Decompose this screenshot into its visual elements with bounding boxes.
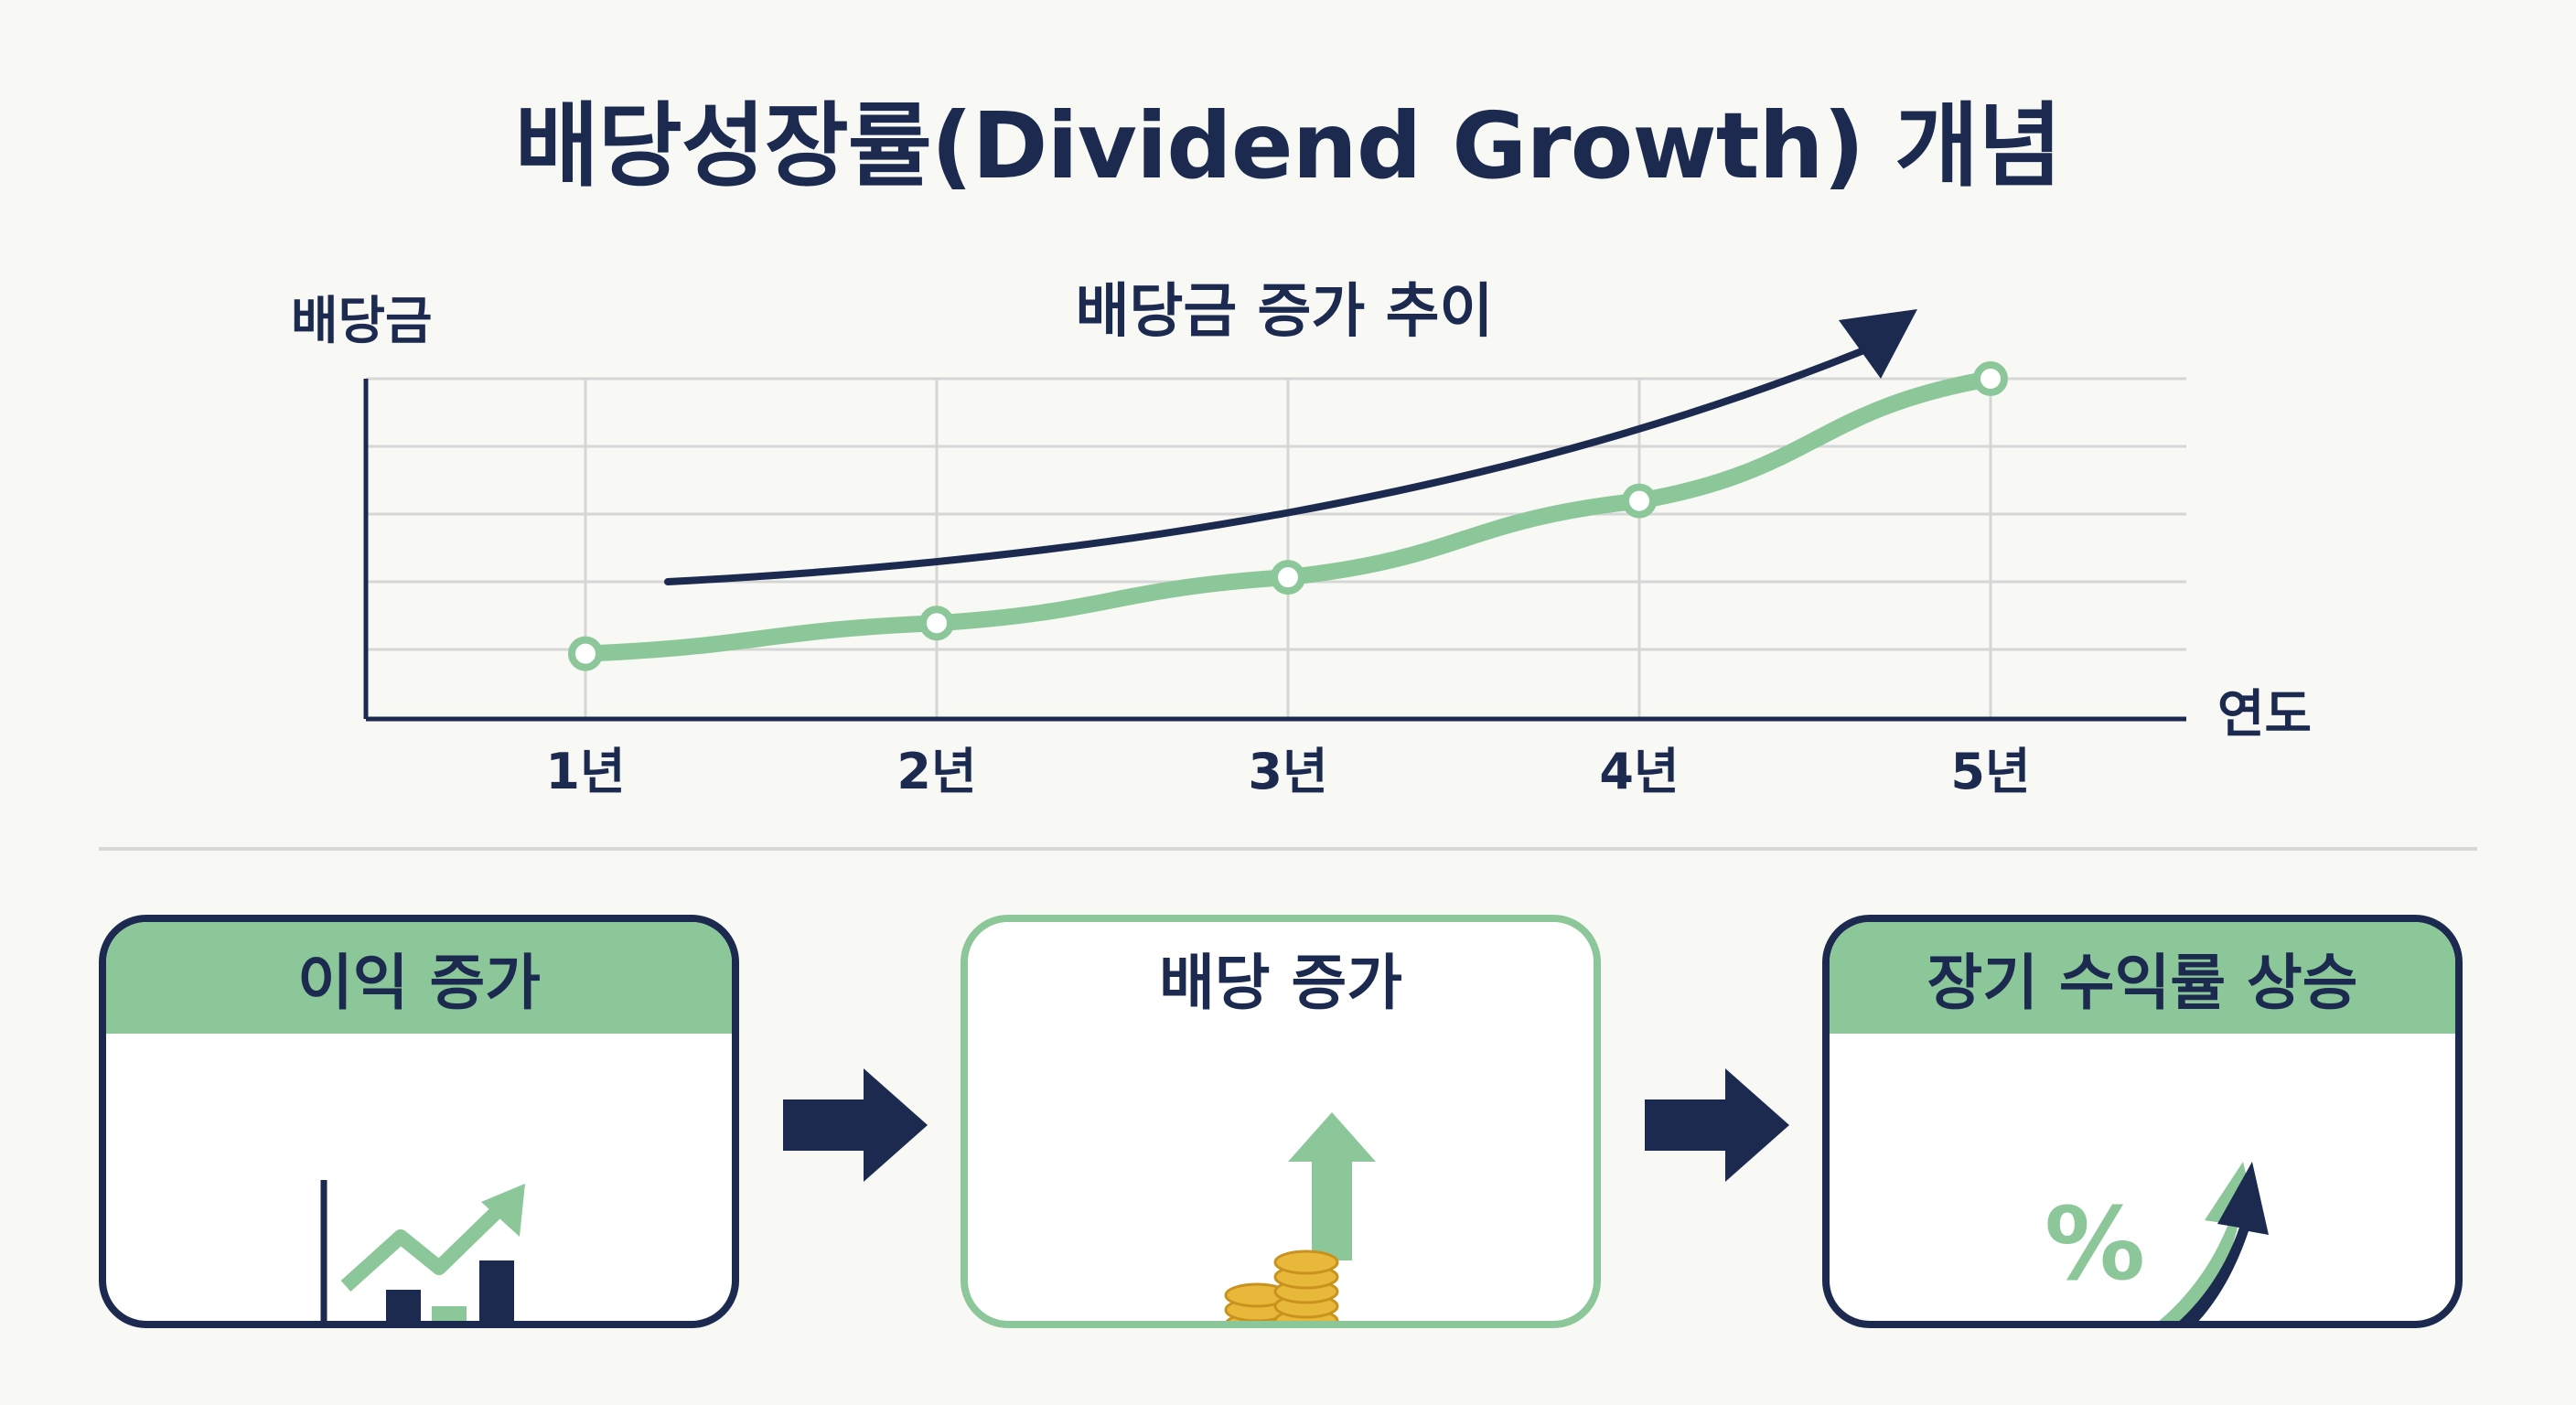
right-arrow-icon	[783, 1068, 928, 1182]
x-tick-label: 3년	[1248, 743, 1327, 800]
chart-axes	[363, 379, 2186, 722]
data-point	[919, 606, 954, 641]
svg-text:%: %	[2045, 1185, 2145, 1303]
percent-up-arrow-icon: %	[2045, 1162, 2269, 1321]
series-points	[568, 361, 2008, 671]
coins-in-hand-icon	[1224, 1112, 1376, 1321]
x-tick-label: 4년	[1599, 743, 1679, 800]
data-point	[1271, 560, 1305, 595]
flow-card-label: 이익 증가	[106, 922, 732, 1034]
section-divider	[99, 847, 2477, 851]
x-tick-label: 5년	[1950, 743, 2030, 800]
data-point	[1973, 361, 2008, 396]
bar-chart-growth-icon	[320, 1180, 525, 1321]
data-point	[568, 636, 603, 671]
flow-card-label: 배당 증가	[968, 922, 1594, 1034]
right-arrow-icon	[1645, 1068, 1789, 1182]
trend-arrow-line	[664, 346, 1870, 585]
x-tick-labels: 1년 2년 3년 4년 5년	[545, 743, 2030, 800]
x-tick-label: 2년	[896, 743, 976, 800]
page-title: 배당성장률(Dividend Growth) 개념	[514, 92, 2062, 199]
flow-card-earnings: 이익 증가	[99, 915, 739, 1328]
chart-title: 배당금 증가 추이	[1076, 278, 1494, 346]
dividend-chart: 1년 2년 3년 4년 5년 배당금 증가 추이 배당금 연도	[291, 278, 2312, 800]
chart-grid	[366, 377, 2186, 719]
x-axis-label: 연도	[2217, 685, 2312, 745]
y-axis-label: 배당금	[291, 292, 433, 351]
trend-arrow-head	[1839, 309, 1917, 379]
x-tick-label: 1년	[545, 743, 625, 800]
flow-card-label: 장기 수익률 상승	[1830, 922, 2455, 1034]
flow-card-dividend: 배당 증가	[961, 915, 1601, 1328]
data-point	[1622, 483, 1657, 519]
flow-card-long-term-return: 장기 수익률 상승 %	[1822, 915, 2463, 1328]
